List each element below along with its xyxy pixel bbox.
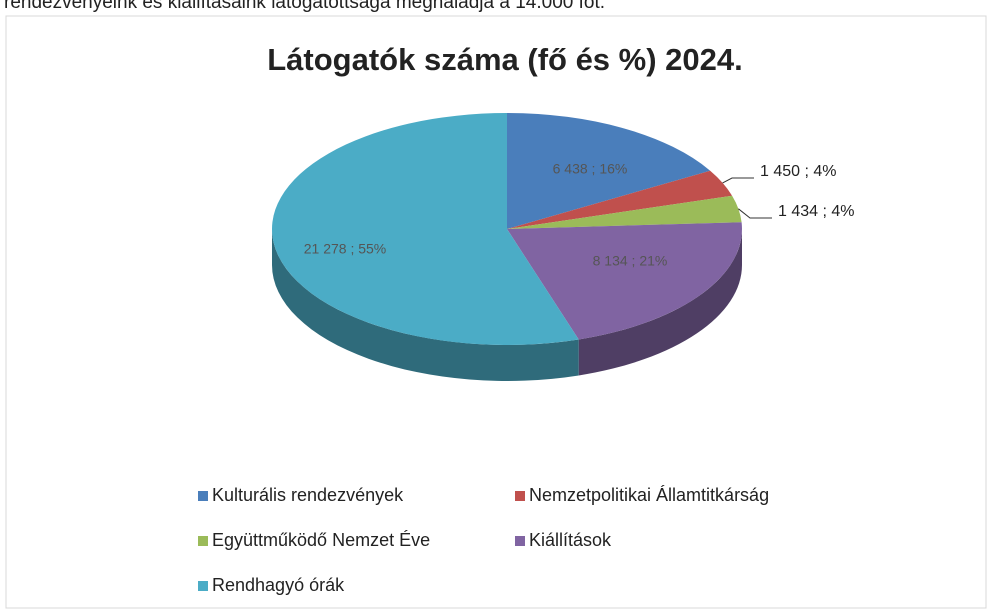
data-label: 21 278 ; 55% bbox=[304, 241, 387, 257]
data-label: 1 434 ; 4% bbox=[778, 203, 855, 220]
data-label: 8 134 ; 21% bbox=[593, 253, 668, 269]
data-label: 1 450 ; 4% bbox=[760, 163, 837, 180]
legend-label: Kulturális rendezvények bbox=[212, 485, 404, 505]
chart-title: Látogatók száma (fő és %) 2024. bbox=[267, 42, 743, 77]
legend-label: Rendhagyó órák bbox=[212, 575, 345, 595]
legend-swatch bbox=[198, 536, 208, 546]
pie-side bbox=[578, 229, 742, 376]
legend-label: Együttműködő Nemzet Éve bbox=[212, 530, 430, 550]
pie-slice bbox=[507, 170, 733, 229]
header-text: rendezvényeink és kiállításaink látogato… bbox=[4, 0, 605, 13]
legend-label: Nemzetpolitikai Államtitkárság bbox=[529, 485, 769, 505]
pie-slice bbox=[272, 113, 579, 345]
pie-slice bbox=[507, 113, 711, 229]
pie-slice bbox=[507, 195, 742, 229]
leader-line bbox=[722, 177, 754, 184]
legend-swatch bbox=[198, 581, 208, 591]
pie-slice bbox=[507, 222, 742, 340]
legend-swatch bbox=[198, 491, 208, 501]
legend-label: Kiállítások bbox=[529, 530, 612, 550]
data-label: 6 438 ; 16% bbox=[553, 161, 628, 177]
leader-line bbox=[738, 208, 772, 219]
legend-swatch bbox=[515, 491, 525, 501]
legend-swatch bbox=[515, 536, 525, 546]
pie-side bbox=[272, 229, 579, 381]
chart-frame bbox=[5, 15, 987, 609]
